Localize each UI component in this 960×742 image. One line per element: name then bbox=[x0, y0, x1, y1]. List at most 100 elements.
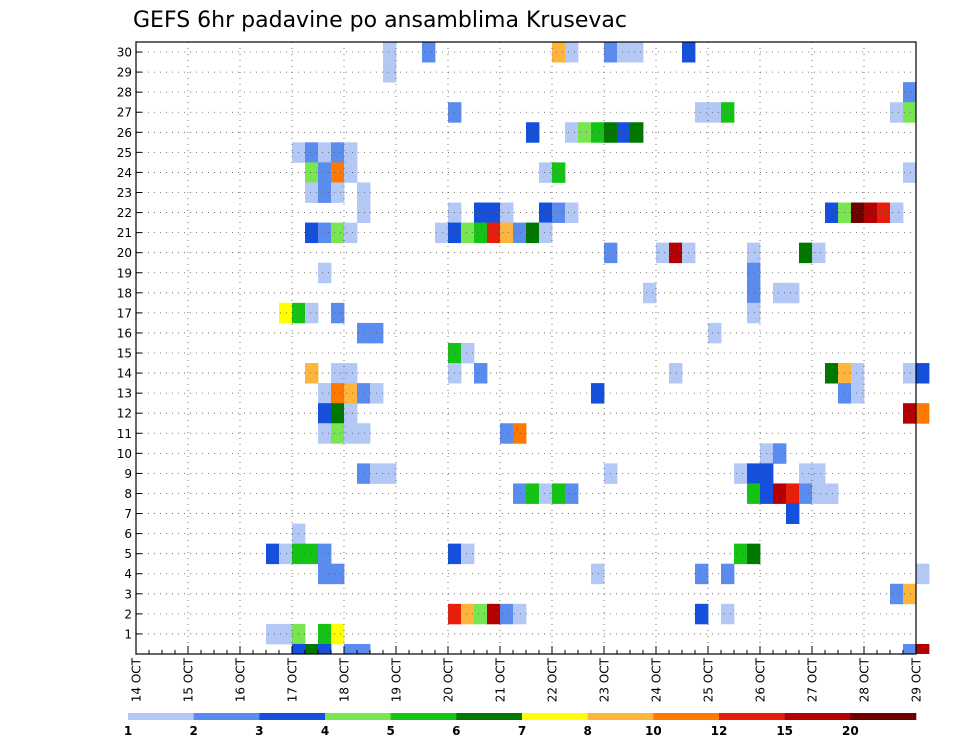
precip-cell bbox=[591, 383, 605, 404]
precip-cell bbox=[305, 182, 319, 203]
precip-cell bbox=[331, 162, 345, 183]
precip-cell bbox=[279, 302, 293, 324]
precip-cell bbox=[318, 162, 332, 183]
precip-cell bbox=[318, 623, 332, 645]
precip-cell bbox=[903, 82, 917, 103]
y-tick-label: 11 bbox=[117, 427, 132, 441]
precip-cell bbox=[708, 322, 722, 344]
colorbar-label: 3 bbox=[255, 724, 263, 738]
precip-cell bbox=[903, 403, 917, 424]
precip-cell bbox=[331, 182, 345, 203]
precip-cell bbox=[383, 42, 397, 63]
precip-cell bbox=[474, 202, 488, 223]
precip-cell bbox=[474, 222, 488, 244]
precip-cell bbox=[773, 282, 787, 304]
precip-cell bbox=[695, 102, 709, 123]
colorbar-label: 5 bbox=[386, 724, 394, 738]
colorbar-swatch bbox=[653, 713, 720, 720]
precip-cell bbox=[279, 623, 293, 645]
chart-title: GEFS 6hr padavine po ansamblima Krusevac bbox=[133, 8, 627, 33]
precip-cell bbox=[786, 503, 800, 524]
precip-cell bbox=[825, 483, 839, 504]
precip-cell bbox=[487, 603, 501, 625]
precip-cell bbox=[539, 202, 553, 223]
precip-cell bbox=[292, 643, 306, 654]
precip-cell bbox=[305, 363, 319, 384]
precip-cell bbox=[461, 603, 475, 625]
precip-cell bbox=[461, 222, 475, 244]
precip-cell bbox=[916, 563, 930, 585]
precip-cell bbox=[812, 242, 826, 264]
y-tick-label: 7 bbox=[124, 507, 132, 521]
x-tick-label: 29 OCT bbox=[910, 657, 924, 702]
precip-cell bbox=[669, 242, 683, 264]
precip-cell bbox=[357, 383, 371, 404]
colorbar-swatch bbox=[784, 713, 851, 720]
y-tick-label: 23 bbox=[117, 186, 132, 200]
precip-cell bbox=[305, 222, 319, 244]
y-tick-label: 5 bbox=[124, 547, 132, 561]
precip-cell bbox=[851, 383, 865, 404]
colorbar-label: 7 bbox=[518, 724, 526, 738]
precip-cell bbox=[825, 202, 839, 223]
precip-cell bbox=[916, 403, 930, 424]
precip-cell bbox=[708, 102, 722, 123]
precip-cell bbox=[630, 42, 644, 63]
precip-cell bbox=[344, 363, 358, 384]
x-tick-label: 16 OCT bbox=[234, 657, 248, 702]
precip-cell bbox=[552, 202, 566, 223]
precip-cell bbox=[331, 222, 345, 244]
y-tick-label: 3 bbox=[124, 587, 132, 601]
y-tick-label: 25 bbox=[117, 146, 132, 160]
precip-cell bbox=[617, 122, 631, 143]
y-tick-label: 10 bbox=[117, 447, 132, 461]
precip-cell bbox=[357, 202, 371, 223]
precip-cell bbox=[578, 122, 592, 143]
precip-cell bbox=[318, 423, 332, 444]
precip-cell bbox=[903, 102, 917, 123]
y-tick-label: 1 bbox=[124, 627, 132, 641]
precip-cell bbox=[305, 302, 319, 324]
precip-cell bbox=[695, 563, 709, 585]
precip-cell bbox=[331, 383, 345, 404]
precip-cell bbox=[565, 122, 579, 143]
x-tick-label: 20 OCT bbox=[442, 657, 456, 702]
colorbar-swatch bbox=[587, 713, 654, 720]
precip-cell bbox=[357, 423, 371, 444]
precip-cell bbox=[591, 122, 605, 143]
colorbar: 1 2 3 4 5 6 7 8 10 12 15 20 bbox=[124, 713, 917, 738]
colorbar-label: 15 bbox=[776, 724, 793, 738]
precip-cell bbox=[799, 242, 813, 264]
precip-cell bbox=[643, 282, 657, 304]
precip-cell bbox=[916, 363, 930, 384]
precip-cell bbox=[565, 483, 579, 504]
x-tick-label: 28 OCT bbox=[858, 657, 872, 702]
precip-cell bbox=[318, 142, 332, 163]
colorbar-swatch bbox=[390, 713, 457, 720]
y-tick-label: 20 bbox=[117, 246, 132, 260]
y-tick-label: 14 bbox=[117, 367, 132, 381]
precip-cell bbox=[318, 383, 332, 404]
y-tick-label: 16 bbox=[117, 326, 132, 340]
precip-cell bbox=[318, 222, 332, 244]
precip-cell bbox=[630, 122, 644, 143]
precip-cell bbox=[435, 222, 449, 244]
precip-cell bbox=[383, 62, 397, 83]
precip-cell bbox=[851, 202, 865, 223]
precip-cell bbox=[799, 463, 813, 484]
x-tick-label: 19 OCT bbox=[390, 657, 404, 702]
colorbar-swatch bbox=[456, 713, 523, 720]
precip-cell bbox=[565, 42, 579, 63]
precip-cell bbox=[903, 363, 917, 384]
x-tick-label: 23 OCT bbox=[598, 657, 612, 702]
precipitation-cells bbox=[266, 42, 930, 654]
colorbar-label: 6 bbox=[452, 724, 460, 738]
precip-cell bbox=[864, 202, 878, 223]
precip-cell bbox=[890, 202, 904, 223]
precip-cell bbox=[669, 363, 683, 384]
precip-cell bbox=[357, 322, 371, 344]
precip-cell bbox=[318, 403, 332, 424]
precip-cell bbox=[305, 142, 319, 163]
x-tick-label: 24 OCT bbox=[650, 657, 664, 702]
